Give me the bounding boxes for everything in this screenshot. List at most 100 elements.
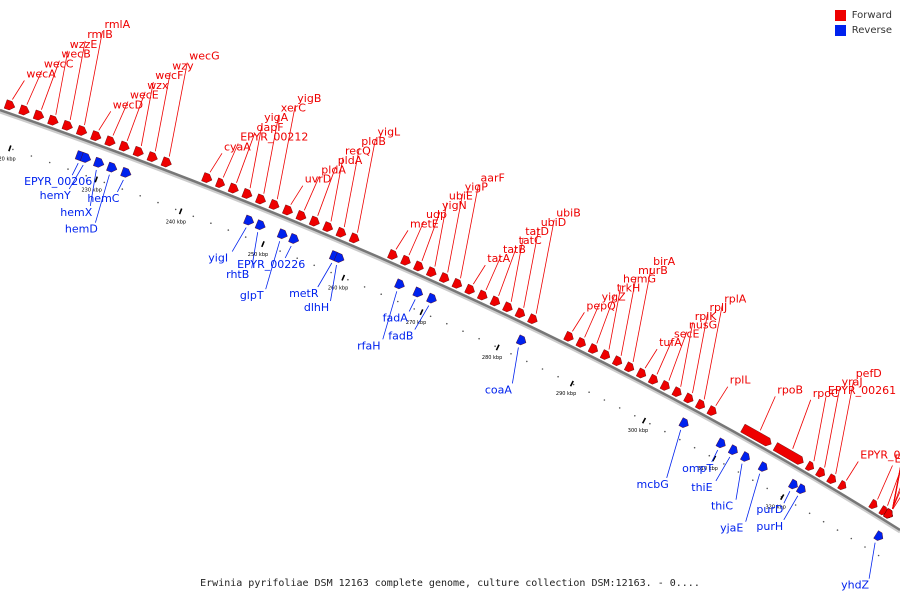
leader-line [485,255,502,291]
minor-tick [227,229,230,231]
forward-gene-arrow [282,204,293,216]
leader-line [236,133,255,183]
gene-label: purD [756,503,783,516]
gene-label: EPYR_00206 [24,175,92,188]
reverse-gene-arrow [678,417,689,428]
minor-tick [192,215,195,218]
forward-gene-arrow [772,442,804,465]
gene-label: metE [410,217,439,230]
leader-line [408,220,425,256]
gene-label: rmlA [105,18,131,31]
reverse-gene-arrow [79,152,92,163]
genome-backbone [0,108,900,532]
reverse-gene-arrow [394,278,405,290]
reverse-gene-arrow [333,252,345,263]
leader-line [265,241,281,290]
forward-gene-arrow [489,295,501,307]
gene-label: rpoB [777,383,803,396]
minor-tick [557,375,559,378]
leader-line [168,62,188,157]
gene-label: tatD [525,225,549,238]
gene-label: yigP [465,180,489,193]
tick-label: 310 kbp [698,466,718,472]
forward-gene-arrow [804,460,815,471]
minor-tick [139,195,141,197]
leader-line [126,91,146,141]
gene-label: secE [674,327,700,340]
forward-gene-arrow [295,210,307,221]
gene-label: thiC [711,500,733,513]
leader-line [330,264,337,302]
gene-label: EPYR_00265 [860,449,900,462]
gene-label: nusG [689,319,717,332]
leader-line [680,322,694,387]
reverse-gene-arrow [727,444,738,455]
forward-gene-arrow [215,177,226,188]
leader-line [251,232,259,269]
major-tick [341,274,346,281]
minor-tick [864,546,866,548]
leader-line [231,227,247,252]
minor-tick [446,322,448,325]
reverse-gene-arrow [93,156,105,168]
gene-label: wecG [189,50,219,63]
leader-line [535,219,555,314]
leader-line [892,469,900,510]
leader-line [84,31,103,126]
reverse-gene-arrow [288,233,300,244]
leader-line [656,340,673,375]
gene-label: hemX [60,206,92,219]
leader-line [140,81,154,147]
gene-label: EPYR_00266 [895,453,900,466]
major-tick [178,208,183,215]
leader-line [735,463,743,500]
reverse-gene-arrow [788,478,798,490]
tick-label: 290 kbp [556,391,576,397]
leader-line [95,174,110,223]
leader-line [330,157,344,222]
gene-label: mcbG [637,478,669,491]
gene-label: yigI [208,252,228,265]
leader-line [290,185,304,205]
gene-label: wzzE [70,38,98,51]
minor-tick [494,345,496,348]
leader-line [715,386,729,406]
forward-gene-arrow [837,480,847,491]
minor-tick [752,479,754,482]
leader-line [55,50,69,115]
leader-line [783,495,799,521]
leader-line [703,305,723,400]
minor-tick [413,308,416,310]
gene-label: fadA [383,311,409,324]
minor-tick [822,520,825,523]
leader-line [317,166,337,216]
gene-label: rplK [695,310,718,323]
forward-gene-arrow [425,266,437,278]
leader-line [892,487,900,509]
gene-label: hemC [87,192,119,205]
forward-gene-arrow [563,330,574,342]
forward-gene-arrow [826,473,837,484]
leader-line [608,285,622,350]
gene-label: EPYR_00226 [237,258,305,271]
forward-gene-arrow [451,277,463,289]
minor-tick [48,161,51,164]
minor-tick [103,181,106,184]
reverse-gene-arrow [120,166,132,178]
leader-line [303,176,320,211]
gene-label: tatA [487,252,510,265]
minor-tick [67,168,69,170]
minor-tick [679,438,681,441]
leader-line [824,388,840,468]
forward-gene-arrow [611,355,623,367]
gene-label: wecD [113,98,143,111]
forward-gene-arrow [32,109,45,121]
leader-line [711,449,719,463]
minor-tick [30,155,33,157]
leader-line [12,80,25,100]
leader-line [421,211,441,261]
forward-gene-arrow [575,337,586,348]
forward-gene-arrow [348,232,360,244]
major-tick [495,344,500,351]
leader-line [434,202,448,267]
